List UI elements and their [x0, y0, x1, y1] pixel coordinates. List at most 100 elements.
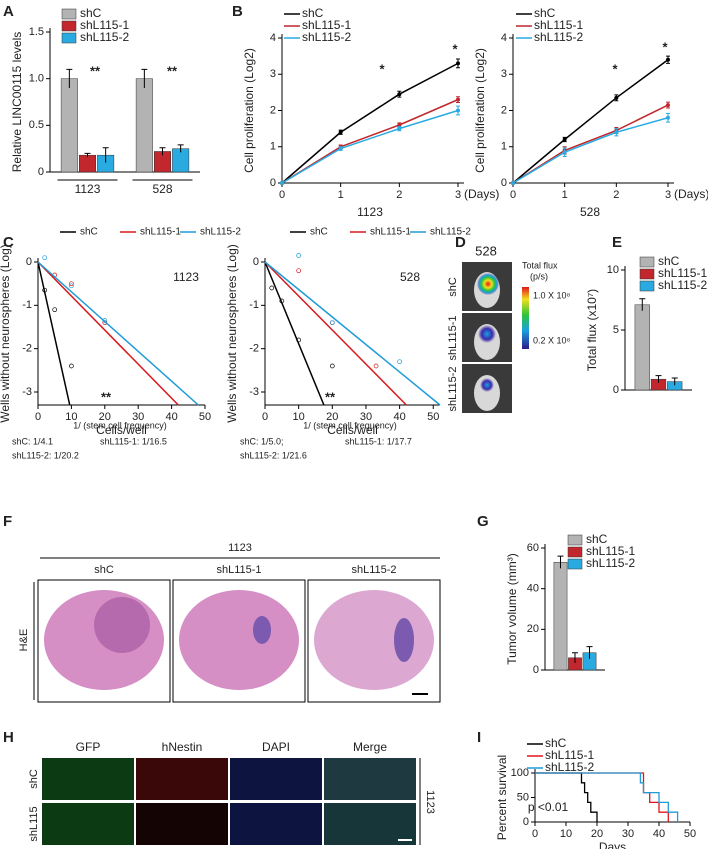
- legend-label: shL115-1: [534, 18, 583, 32]
- bar: [553, 561, 568, 671]
- legend-swatch: [639, 256, 655, 268]
- data-point: [296, 268, 302, 274]
- y-tick-label: 1.0: [29, 73, 44, 85]
- bar: [79, 154, 96, 173]
- error-bar: [655, 375, 662, 383]
- series-line: [512, 117, 669, 184]
- x-tick-label: 40: [393, 411, 405, 423]
- y-tick-label: 0: [270, 177, 276, 189]
- legend-label: shC: [534, 6, 556, 20]
- y-tick-label: 2: [270, 104, 276, 116]
- annotation: *: [612, 61, 618, 76]
- y-tick-label: 5: [613, 324, 619, 336]
- x-tick-label: 40: [165, 411, 177, 423]
- annotation: *: [379, 61, 385, 76]
- error-bar: [666, 55, 670, 64]
- legend-swatch: [639, 268, 655, 280]
- side-label: 1123: [424, 790, 436, 814]
- x-tick-label: 20: [326, 411, 338, 423]
- row-label: shC: [28, 769, 40, 789]
- error-bar: [562, 136, 567, 143]
- legend-label: shL115-2: [534, 30, 583, 44]
- y-axis-label: Cell proliferation (Log2): [242, 48, 256, 173]
- y-tick-label: -1: [249, 299, 259, 311]
- data-point: [102, 318, 108, 323]
- survival-curve: [535, 772, 598, 822]
- legend-label: shC: [586, 532, 608, 546]
- legend-label: shL115-2: [586, 556, 635, 570]
- row-label: shL115: [28, 806, 40, 841]
- y-tick-label: 3: [501, 68, 507, 80]
- legend-label: shL115-1: [302, 18, 351, 32]
- x-tick-label: 30: [622, 828, 634, 840]
- panel-label: F: [3, 513, 12, 530]
- y-tick-label: 20: [527, 623, 539, 635]
- x-tick-label: 10: [560, 828, 572, 840]
- data-point: [279, 298, 285, 304]
- y-axis-label: Percent survival: [495, 755, 509, 840]
- error-bar: [456, 105, 460, 116]
- x-tick-label: 1: [562, 189, 568, 201]
- series-line: [281, 109, 459, 184]
- y-tick-label: 0: [613, 384, 619, 396]
- data-point: [52, 307, 58, 313]
- error-bar: [397, 90, 402, 98]
- legend-swatch: [567, 558, 583, 570]
- y-tick-label: 4: [501, 32, 507, 44]
- error-bar: [177, 144, 184, 153]
- column-label: hNestin: [162, 740, 203, 754]
- error-bar: [66, 68, 73, 88]
- y-tick-label: 3: [270, 68, 276, 80]
- y-tick-label: 1.5: [29, 26, 44, 38]
- data-point: [296, 337, 302, 343]
- data-point: [329, 320, 335, 326]
- error-bar: [614, 128, 619, 137]
- error-bar: [614, 94, 619, 102]
- y-tick-label: 60: [527, 542, 539, 554]
- y-axis-label: Cell proliferation (Log2): [473, 48, 487, 173]
- note: shC: 1/5.0;: [240, 436, 284, 446]
- x-tick-label: 50: [684, 828, 696, 840]
- error-bar: [397, 125, 402, 132]
- fluorescence-images: [42, 758, 416, 845]
- note: shL115-1: 1/17.7: [345, 436, 412, 446]
- x-tick-label: 50: [427, 411, 439, 423]
- image-title: 528: [475, 243, 497, 258]
- legend-label: shC: [302, 6, 324, 20]
- legend-label: shL115-1: [140, 227, 181, 238]
- legend-label: shC: [80, 227, 98, 238]
- x-tick-label: 10: [65, 411, 77, 423]
- x-tick-label: 0: [262, 411, 268, 423]
- y-tick-label: 100: [511, 767, 529, 779]
- x-tick-label: 3: [665, 189, 671, 201]
- data-point: [373, 363, 379, 369]
- legend-label: shL115-1: [545, 748, 594, 762]
- panel-label: A: [3, 3, 14, 20]
- colorbar-title: (p/s): [530, 271, 548, 281]
- y-tick-label: 1: [501, 141, 507, 153]
- x-tick-label: 1123: [75, 182, 101, 196]
- fit-line: [264, 261, 441, 406]
- note: 1/ (stem cell frequency): [303, 420, 397, 430]
- error-bar: [562, 147, 567, 158]
- x-tick-label: 20: [99, 411, 111, 423]
- image-title: 1123: [228, 542, 252, 554]
- legend-label: shL115-1: [658, 266, 707, 280]
- panel-label: D: [455, 234, 466, 251]
- y-tick-label: 0: [26, 256, 32, 268]
- x-tick-label: 0: [35, 411, 41, 423]
- x-tick-label: 0: [510, 189, 516, 201]
- annotation: **: [167, 63, 178, 78]
- fit-line: [37, 261, 179, 406]
- legend-label: shC: [310, 227, 328, 238]
- note: shL115-2: 1/21.6: [240, 450, 307, 460]
- legend-label: shL115-2: [430, 227, 471, 238]
- x-axis-label: (Days): [464, 187, 499, 201]
- legend-swatch: [639, 280, 655, 292]
- panel-label: I: [477, 729, 481, 746]
- series-line: [512, 104, 669, 184]
- error-bar: [666, 112, 670, 123]
- colorbar-label: 1.0 X 10⁸: [533, 290, 571, 300]
- annotation: **: [101, 389, 112, 404]
